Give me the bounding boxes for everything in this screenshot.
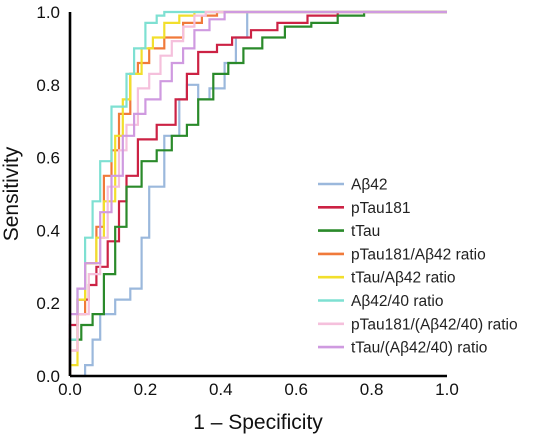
x-axis-title: 1 – Specificity (193, 411, 323, 434)
x-tick-label: 0.8 (360, 380, 384, 399)
series-line-8 (68, 10, 447, 376)
y-tick-labels: 0.0 0.2 0.4 0.6 0.8 1.0 (36, 3, 60, 386)
y-tick-label: 0.6 (36, 149, 60, 168)
y-tick-label: 0.0 (36, 367, 60, 386)
series-layer (68, 10, 447, 378)
x-tick-label: 0.6 (284, 380, 308, 399)
legend-label: pTau181 (351, 200, 410, 217)
series-line-2 (68, 10, 447, 376)
x-tick-label: 0.2 (134, 380, 158, 399)
legend-label: tTau (351, 223, 380, 240)
x-tick-label: 1.0 (435, 380, 459, 399)
x-tick-label: 0.0 (58, 380, 82, 399)
x-tick-labels: 0.0 0.2 0.4 0.6 0.8 1.0 (58, 380, 459, 399)
legend-label: pTau181/(Aβ42/40) ratio (351, 316, 518, 333)
legend-label: tTau/Aβ42 ratio (351, 270, 456, 287)
series-line-1 (70, 10, 447, 378)
legend-label: tTau/(Aβ42/40) ratio (351, 340, 487, 357)
y-tick-label: 1.0 (36, 3, 60, 22)
series-line-3 (68, 10, 447, 376)
legend-label: pTau181/Aβ42 ratio (351, 246, 486, 263)
legend: Aβ42 pTau181 tTau pTau181/Aβ42 ratio tTau/Aβ… (318, 177, 518, 357)
legend-label: Aβ42 (351, 177, 388, 194)
legend-label: Aβ42/40 ratio (351, 293, 444, 310)
y-tick-label: 0.2 (36, 294, 60, 313)
y-axis-title: Sensitivity (0, 146, 23, 241)
y-tick-label: 0.8 (36, 76, 60, 95)
x-tick-label: 0.4 (209, 380, 233, 399)
series-line-7 (68, 10, 447, 376)
y-tick-label: 0.4 (36, 221, 60, 240)
